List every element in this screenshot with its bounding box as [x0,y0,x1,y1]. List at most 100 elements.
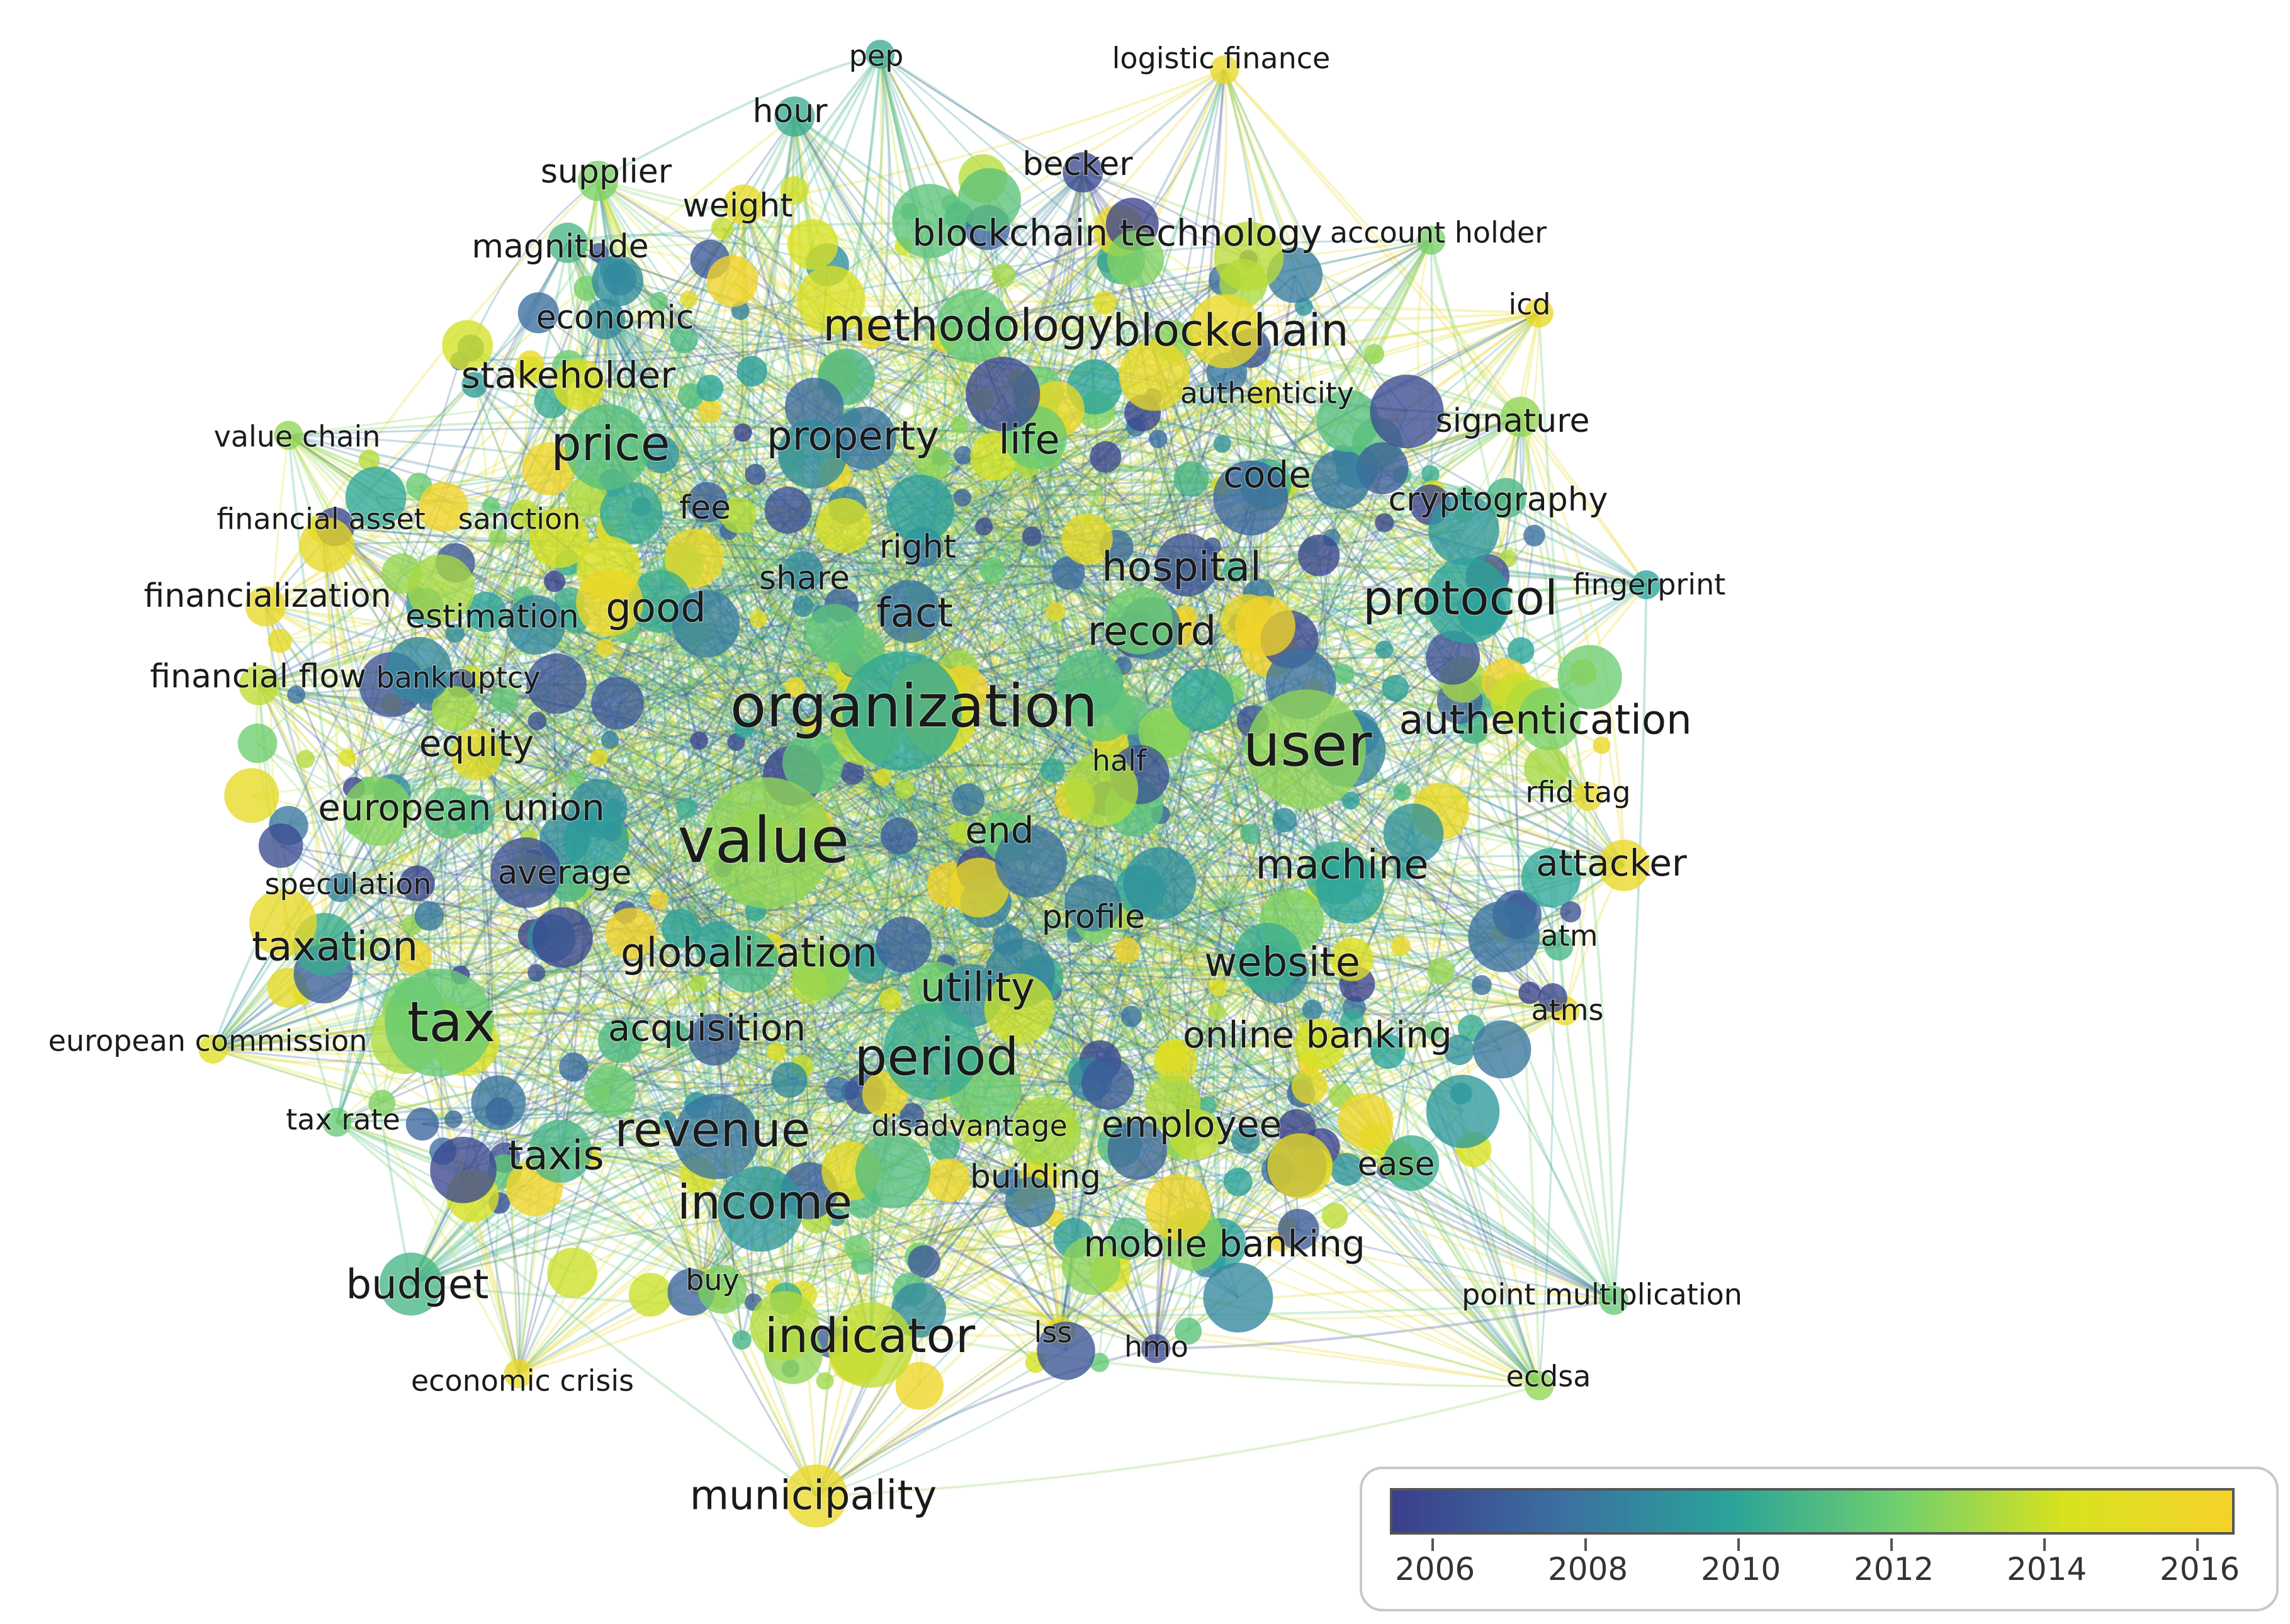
term-node [385,968,494,1077]
term-node-unlabeled [952,783,985,816]
network-edge [650,777,884,1295]
term-node-unlabeled [649,291,668,311]
legend-gradient-bar [1390,1488,2235,1535]
network-edge [784,600,1469,1327]
term-node-unlabeled [784,677,806,698]
term-label: period [854,1027,1018,1087]
term-node [1632,570,1661,600]
network-edge [908,611,1482,986]
network-edge [617,279,1266,485]
term-node-unlabeled [385,636,452,703]
network-edge [706,501,1139,1151]
term-label: end [965,809,1034,852]
term-node [1544,932,1574,961]
term-node-unlabeled [249,889,317,957]
network-edge [908,239,1432,613]
term-node-unlabeled [461,371,488,398]
network-edge [667,748,1307,1121]
network-edge [1224,330,1408,869]
network-edge [340,629,1178,889]
network-edge [742,205,782,1187]
term-node [423,787,475,839]
network-edge [716,1135,1156,1350]
term-node-unlabeled [1391,936,1411,956]
term-node-unlabeled [517,292,559,334]
network-edge [535,624,1102,791]
term-node [782,551,823,592]
term-label: user [1243,711,1372,780]
term-node [1416,225,1446,255]
network-edge [901,710,1540,1387]
term-node-unlabeled [1424,1020,1444,1040]
network-edge [852,772,1268,959]
network-edge [1264,484,1300,1230]
network-edge [747,919,1292,963]
term-node-unlabeled [418,482,468,533]
term-node-unlabeled [690,731,708,750]
term-node-unlabeled [954,446,973,465]
term-node-unlabeled [777,419,847,489]
network-edge [945,680,1540,1387]
network-edge [410,1092,866,1285]
network-edge [567,242,973,997]
term-node-unlabeled [855,317,888,349]
term-node [1210,55,1239,84]
network-edge [702,1282,1540,1387]
term-node-unlabeled [600,482,663,545]
network-edge [367,785,1414,835]
term-node-unlabeled [1037,1321,1095,1380]
term-node-unlabeled [876,916,932,973]
term-node-unlabeled [732,1330,752,1350]
network-edge [794,115,1469,602]
term-node [450,728,502,781]
term-label: becker [1022,145,1133,183]
term-node-unlabeled [663,1021,689,1047]
term-node-unlabeled [358,449,380,471]
network-edge [742,204,1157,1350]
network-edge [497,204,745,1103]
term-node-unlabeled [628,1273,673,1317]
term-node-unlabeled [595,638,614,658]
network-edge [758,312,1540,620]
term-node-unlabeled [1298,534,1340,577]
term-label: sanction [458,502,581,536]
term-node-unlabeled [1518,981,1541,1005]
term-node-unlabeled [1468,900,1540,973]
network-edge [504,393,1266,701]
term-label: economic crisis [411,1364,634,1398]
term-node-unlabeled [1203,1262,1273,1333]
term-node-unlabeled [1393,783,1411,801]
network-edge [597,180,1141,891]
network-edge [685,436,1037,809]
term-node-unlabeled [957,167,1021,232]
network-edge [563,69,1226,840]
network-edge [755,467,1507,500]
term-node [325,873,355,903]
network-edge [932,279,1226,465]
network-edge [523,513,632,934]
term-node-unlabeled [258,823,303,868]
network-edge [588,205,745,1159]
term-node-unlabeled [784,377,844,437]
network-edge [697,864,1625,1107]
term-label: disadvantage [871,1109,1068,1143]
network-edge [691,239,1431,397]
network-edge [475,753,718,1137]
network-edge [568,681,1506,883]
term-node-unlabeled [676,798,697,819]
network-edge [713,1039,818,1496]
network-edge [578,383,964,456]
network-edge [212,1047,1061,1333]
network-edge [863,54,891,439]
network-edge [1060,1288,1615,1333]
network-edge [892,949,1128,1172]
term-node-unlabeled [908,1245,940,1278]
term-node [842,651,962,771]
network-edge [1185,565,1399,1162]
term-node-unlabeled [1061,513,1113,565]
term-node-unlabeled [1175,1317,1202,1345]
network-edge [707,493,1506,504]
network-edge [598,252,1399,1162]
term-node-unlabeled [894,779,915,799]
legend-tick [1584,1538,1587,1551]
